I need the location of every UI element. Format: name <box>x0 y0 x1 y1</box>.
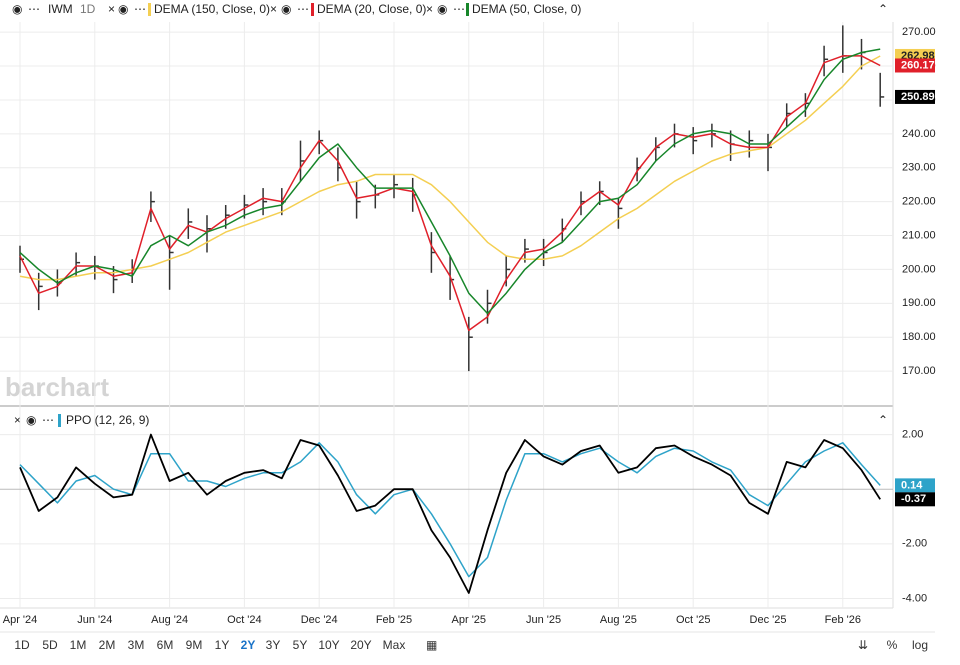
x-tick-label: Aug '24 <box>151 614 188 626</box>
y-tick-label: 220.00 <box>902 196 936 208</box>
x-tick-label: Oct '25 <box>676 614 711 626</box>
series-line <box>19 48 881 315</box>
series-line <box>19 442 881 578</box>
range-button[interactable]: Max <box>383 638 406 652</box>
range-button[interactable]: 1M <box>70 638 87 652</box>
last-value-label: 0.14 <box>901 479 923 491</box>
range-button[interactable]: 9M <box>186 638 203 652</box>
range-button[interactable]: 6M <box>157 638 174 652</box>
close-icon[interactable]: × <box>14 413 21 427</box>
eye-icon[interactable]: ◉ <box>437 2 447 16</box>
last-value-box <box>895 89 935 104</box>
range-button[interactable]: 1D <box>14 638 30 652</box>
scale-button[interactable]: % <box>887 638 898 652</box>
y-tick-label: 240.00 <box>902 128 936 140</box>
y-tick-label: -2.00 <box>902 538 927 550</box>
series-line <box>19 55 881 332</box>
menu-icon[interactable]: ⋯ <box>134 2 146 16</box>
range-button[interactable]: 1Y <box>215 638 230 652</box>
calendar-icon[interactable]: ▦ <box>426 638 437 652</box>
legend-label: DEMA (20, Close, 0) <box>317 2 426 16</box>
y-tick-label: 180.00 <box>902 331 936 343</box>
series-line <box>19 433 881 594</box>
collapse-icon[interactable]: ⌃ <box>878 413 888 427</box>
x-tick-label: Jun '24 <box>77 614 112 626</box>
legend-swatch <box>148 3 151 16</box>
x-tick-label: Dec '25 <box>750 614 787 626</box>
range-button[interactable]: 20Y <box>350 638 371 652</box>
y-tick-label: 200.00 <box>902 263 936 275</box>
y-tick-label: 170.00 <box>902 365 936 377</box>
ppo-marker <box>58 414 61 427</box>
x-tick-label: Oct '24 <box>227 614 262 626</box>
scale-button[interactable]: log <box>912 638 928 652</box>
close-icon[interactable]: × <box>108 2 115 16</box>
legend-swatch <box>466 3 469 16</box>
legend-swatch <box>311 3 314 16</box>
range-button[interactable]: 3Y <box>266 638 281 652</box>
legend-label: DEMA (150, Close, 0) <box>154 2 270 16</box>
eye-icon[interactable]: ◉ <box>26 413 36 427</box>
symbol: IWM <box>48 2 73 16</box>
range-button[interactable]: 3M <box>128 638 145 652</box>
last-value-label: 250.89 <box>901 91 935 103</box>
menu-icon[interactable]: ⋯ <box>453 2 465 16</box>
legend-label: DEMA (50, Close, 0) <box>472 2 581 16</box>
eye-icon[interactable]: ◉ <box>281 2 291 16</box>
y-tick-label: -4.00 <box>902 592 927 604</box>
last-value-label: 260.17 <box>901 59 935 71</box>
watermark: barchart <box>5 372 109 402</box>
x-tick-label: Jun '25 <box>526 614 561 626</box>
range-button[interactable]: 10Y <box>318 638 339 652</box>
menu-icon[interactable]: ⋯ <box>297 2 309 16</box>
indicator-title: PPO (12, 26, 9) <box>66 413 149 427</box>
x-tick-label: Apr '25 <box>452 614 487 626</box>
range-button[interactable]: 5D <box>42 638 58 652</box>
menu-icon[interactable]: ⋯ <box>28 2 40 16</box>
eye-icon[interactable]: ◉ <box>12 2 22 16</box>
x-tick-label: Feb '25 <box>376 614 412 626</box>
series-line <box>19 55 881 281</box>
x-tick-label: Dec '24 <box>301 614 338 626</box>
last-value-box <box>895 58 935 73</box>
expand-icon[interactable]: ⇊ <box>858 638 868 652</box>
y-tick-label: 230.00 <box>902 162 936 174</box>
x-tick-label: Feb '26 <box>825 614 861 626</box>
range-button[interactable]: 2M <box>99 638 116 652</box>
y-tick-label: 210.00 <box>902 229 936 241</box>
last-value-box <box>895 478 935 493</box>
x-tick-label: Aug '25 <box>600 614 637 626</box>
y-tick-label: 2.00 <box>902 428 923 440</box>
y-tick-label: 190.00 <box>902 297 936 309</box>
last-value-label: -0.37 <box>901 493 926 505</box>
last-value-box <box>895 492 935 507</box>
y-tick-label: 270.00 <box>902 26 936 38</box>
range-button[interactable]: 2Y <box>241 638 256 652</box>
range-button[interactable]: 5Y <box>293 638 308 652</box>
header-icons: ◉ ⋯ × ◉ ⋯ × ◉ ⋯ × ◉ ⋯ ⌃ × ◉ ⋯ ⌃ <box>12 2 888 427</box>
eye-icon[interactable]: ◉ <box>118 2 128 16</box>
close-icon[interactable]: × <box>270 2 277 16</box>
menu-icon[interactable]: ⋯ <box>42 413 54 427</box>
x-tick-label: Apr '24 <box>3 614 38 626</box>
close-icon[interactable]: × <box>426 2 433 16</box>
collapse-icon[interactable]: ⌃ <box>878 2 888 16</box>
interval: 1D <box>80 2 96 16</box>
